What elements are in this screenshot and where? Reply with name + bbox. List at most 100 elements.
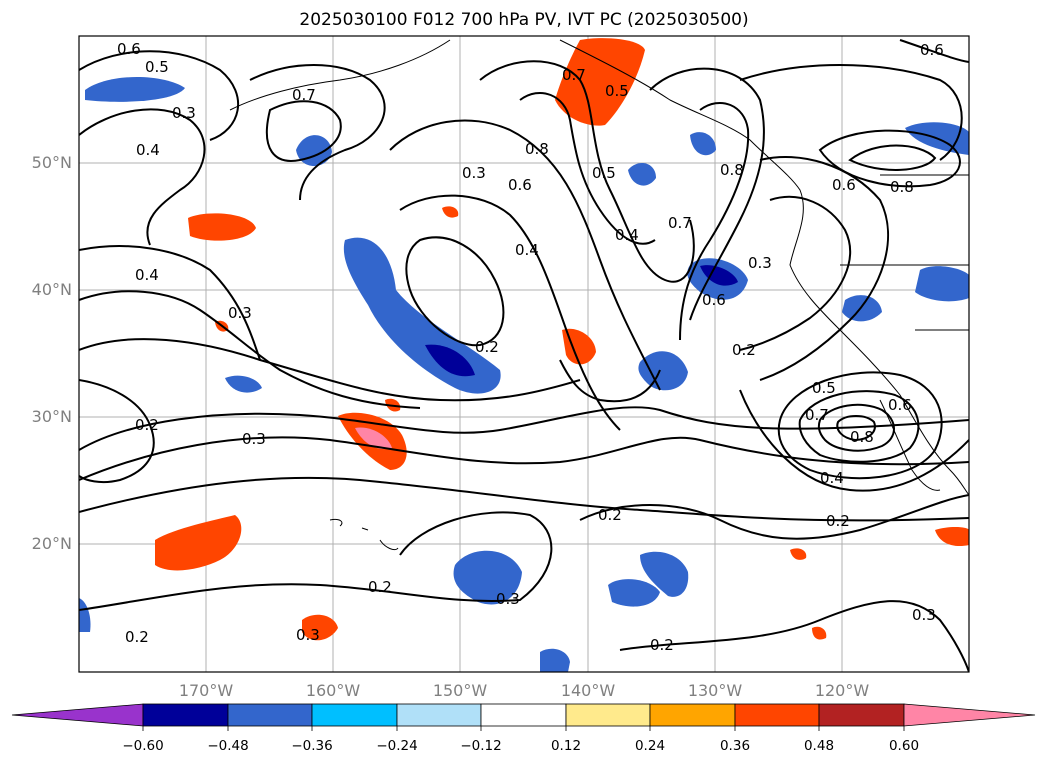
contour-label: 0.5 (605, 82, 629, 100)
contour-label: 0.7 (668, 214, 692, 232)
pos-blob (442, 206, 459, 218)
neg-blob (79, 598, 91, 632)
lat-label: 30°N (31, 407, 72, 426)
contour-label: 0.2 (650, 636, 674, 654)
colorbar-label: −0.24 (376, 738, 418, 754)
colorbar-swatch (818, 703, 905, 727)
contour-label: 0.3 (912, 606, 936, 624)
colorbar-label: 0.48 (803, 738, 835, 754)
pos-blob (935, 526, 969, 547)
neg-blob-core (700, 265, 738, 286)
contour-label: 0.2 (826, 512, 850, 530)
pos-blob-core (355, 427, 392, 450)
contour-label: 0.4 (136, 141, 160, 159)
lon-label: 160°W (305, 681, 361, 700)
colorbar-label: 0.60 (888, 738, 920, 754)
contour-label: 0.2 (475, 338, 499, 356)
colorbar-label: −0.48 (207, 738, 249, 754)
colorbar-swatch (396, 703, 482, 727)
pos-blob (790, 548, 807, 560)
neg-blob (453, 550, 522, 605)
colorbar-swatch (565, 703, 651, 727)
contour-label: 0.2 (368, 578, 392, 596)
lon-label: 130°W (687, 681, 743, 700)
pos-blob (555, 38, 645, 126)
contour-label: 0.4 (135, 266, 159, 284)
colorbar-label: 0.12 (550, 738, 582, 754)
contour-label: 0.7 (292, 86, 316, 104)
contour-label: 0.3 (462, 164, 486, 182)
map-background (79, 36, 969, 672)
pos-blob (188, 213, 256, 241)
neg-blob (638, 351, 688, 391)
pos-blob (812, 626, 827, 640)
contour-label: 0.6 (702, 291, 726, 309)
contour-label: 0.3 (228, 304, 252, 322)
positive-ivt-regions (155, 38, 969, 641)
lat-label: 20°N (31, 534, 72, 553)
contour-label: 0.8 (850, 428, 874, 446)
contour-label: 0.5 (812, 379, 836, 397)
contour-label: 0.2 (125, 628, 149, 646)
colorbar-label: −0.12 (460, 738, 502, 754)
neg-blob (540, 648, 570, 672)
colorbar-swatch (734, 703, 820, 727)
contour-labels: 0.6 0.5 0.3 0.4 0.7 0.8 0.5 0.6 0.3 0.4 … (117, 40, 944, 654)
contour-label: 0.7 (805, 406, 829, 424)
contour-label: 0.2 (135, 416, 159, 434)
neg-blob (842, 295, 882, 322)
contour-label: 0.6 (920, 41, 944, 59)
contour-label: 0.6 (117, 40, 141, 58)
contour-label: 0.6 (832, 176, 856, 194)
neg-blob (85, 77, 185, 102)
contour-label: 0.3 (172, 104, 196, 122)
neg-blob (690, 132, 716, 156)
contour-label: 0.8 (525, 140, 549, 158)
contour-label: 0.6 (508, 176, 532, 194)
contour-label: 0.3 (748, 254, 772, 272)
colorbar (11, 703, 1036, 731)
map-frame (78, 35, 970, 673)
lon-label: 150°W (432, 681, 488, 700)
colorbar-label: −0.36 (291, 738, 333, 754)
contour-label: 0.8 (720, 161, 744, 179)
neg-blob (640, 551, 689, 597)
contour-label: 0.3 (242, 430, 266, 448)
lon-label: 140°W (560, 681, 616, 700)
contour-label: 0.2 (732, 341, 756, 359)
colorbar-swatch (142, 703, 229, 727)
pos-blob (155, 515, 242, 571)
colorbar-label: 0.24 (634, 738, 666, 754)
lat-label: 50°N (31, 153, 72, 172)
contour-label: 0.4 (515, 241, 539, 259)
colorbar-label: −0.60 (122, 738, 164, 754)
contour-label: 0.6 (888, 396, 912, 414)
colorbar-label: 0.36 (719, 738, 751, 754)
contour-label: 0.8 (890, 178, 914, 196)
neg-blob (343, 237, 501, 394)
colorbar-swatch (649, 703, 736, 727)
colorbar-extend-high (903, 703, 1036, 727)
contour-label: 0.4 (820, 469, 844, 487)
contour-label: 0.7 (562, 66, 586, 84)
contour-label: 0.2 (598, 506, 622, 524)
neg-blob-core (425, 344, 475, 377)
neg-blob (225, 375, 262, 393)
pos-blob (302, 614, 338, 641)
pv-contours (79, 39, 969, 672)
contour-label: 0.3 (496, 590, 520, 608)
neg-blob (915, 266, 969, 302)
colorbar-extend-low (11, 703, 144, 727)
neg-blob (608, 579, 660, 607)
colorbar-swatch (480, 703, 567, 727)
lon-label: 120°W (814, 681, 870, 700)
map-title: 2025030100 F012 700 hPa PV, IVT PC (2025… (299, 10, 749, 30)
coastlines (229, 39, 969, 551)
lon-label: 170°W (178, 681, 234, 700)
colorbar-swatch (311, 703, 398, 727)
contour-label: 0.3 (296, 626, 320, 644)
contour-label: 0.4 (615, 226, 639, 244)
contour-label: 0.5 (592, 164, 616, 182)
colorbar-swatch (227, 703, 313, 727)
